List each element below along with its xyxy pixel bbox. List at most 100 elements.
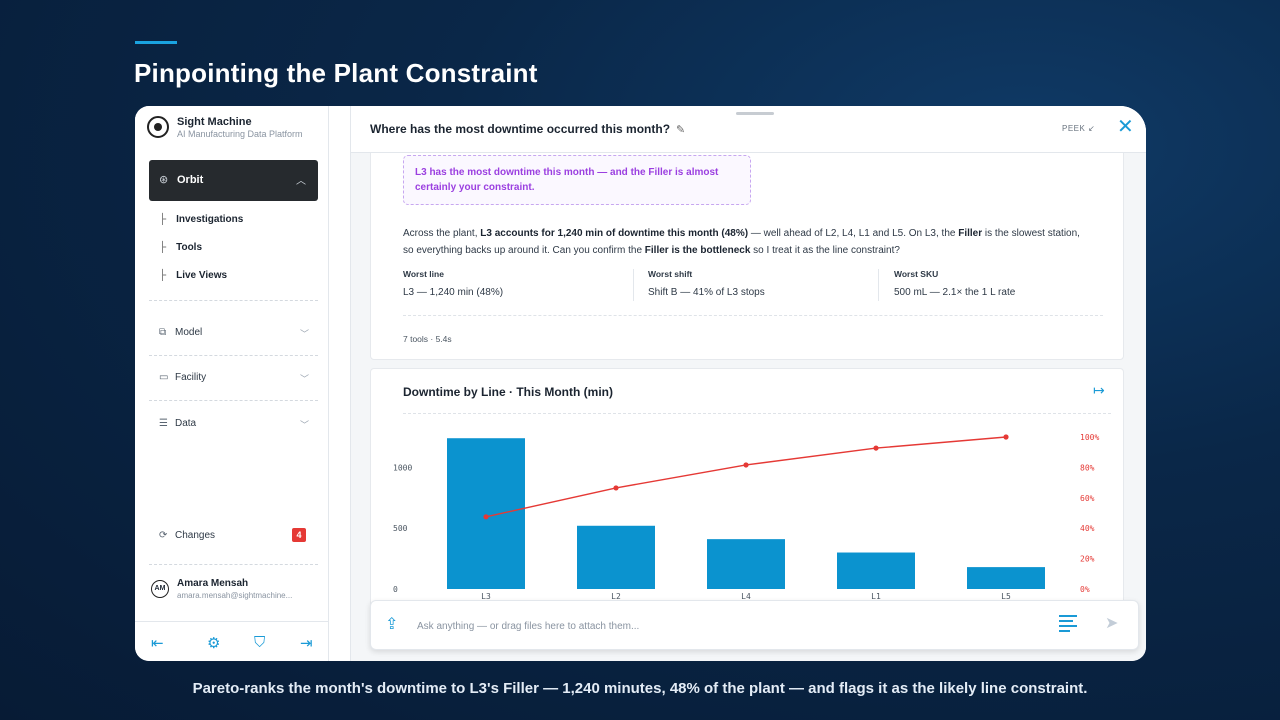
sidebar-item-orbit[interactable]: ⊛ Orbit ︿ <box>149 160 318 201</box>
sidebar-footer: ⇤ ⚙ ⛉ ⇥ <box>135 621 328 661</box>
question-header: Where has the most downtime occurred thi… <box>351 106 1146 153</box>
sidebar-item-investigations[interactable]: ├ Investigations <box>159 214 243 225</box>
slide-title: Pinpointing the Plant Constraint <box>134 58 538 88</box>
y-tick-label: 0 <box>393 585 398 594</box>
y2-tick-label: 80% <box>1080 463 1095 472</box>
pencil-icon[interactable]: ✎ <box>676 124 686 136</box>
answer-callout: L3 has the most downtime this month — an… <box>403 155 751 205</box>
chart-bar <box>577 525 655 589</box>
chart-card: Downtime by Line · This Month (min) ↦ 10… <box>370 368 1124 610</box>
stat-label-worst-sku: Worst SKU <box>894 269 939 279</box>
stat-separator <box>878 269 879 301</box>
send-icon[interactable]: ➤ <box>1105 615 1119 632</box>
cumulative-point <box>743 462 749 468</box>
user-email: amara.mensah@sightmachine... <box>177 591 293 600</box>
logout-icon[interactable]: ⇥ <box>300 635 313 652</box>
peek-button[interactable]: PEEK ↙ <box>1062 124 1096 133</box>
chat-input[interactable] <box>415 616 1019 636</box>
sidebar-divider <box>149 300 318 301</box>
answer-summary: Across the plant, L3 accounts for 1,240 … <box>403 228 1080 256</box>
sidebar-item-label: Model <box>175 327 203 338</box>
cumulative-point <box>1003 434 1009 440</box>
cumulative-point <box>483 514 489 520</box>
chevron-down-icon: ﹀ <box>299 329 309 339</box>
chart-divider <box>403 413 1111 414</box>
chart-title: Downtime by Line · This Month (min) <box>403 385 613 399</box>
sidebar-item-label: Changes <box>175 530 216 541</box>
stat-value-worst-shift: Shift B — 41% of L3 stops <box>648 287 765 298</box>
x-tick-label: L5 <box>1001 592 1011 601</box>
answer-card: L3 has the most downtime this month — an… <box>370 146 1124 360</box>
upload-icon[interactable]: ⇪ <box>385 616 399 633</box>
brand-logo-icon <box>147 116 169 138</box>
tree-branch-icon: ├ <box>159 242 167 253</box>
stat-value-worst-line: L3 — 1,240 min (48%) <box>403 287 504 298</box>
main-panel: L3 has the most downtime this month — an… <box>350 106 1146 661</box>
y2-tick-label: 40% <box>1080 524 1095 533</box>
chart-bar <box>967 567 1045 589</box>
brand-name: Sight Machine <box>177 116 252 128</box>
sidebar-item-live-views[interactable]: ├ Live Views <box>159 270 227 281</box>
chart-bar <box>707 539 785 589</box>
pareto-chart: 1000 500 0 100% 80% 60% 40% 20% 0% L3 L2 L4 L1 L5 <box>393 433 1099 601</box>
chart-bar <box>837 552 915 589</box>
chevron-up-icon: ︿ <box>296 176 306 187</box>
sidebar-item-facility[interactable]: ▭ Facility ﹀ <box>159 372 309 384</box>
cumulative-point <box>873 445 879 451</box>
chevron-down-icon: ﹀ <box>299 374 309 384</box>
text-format-icon[interactable] <box>1059 615 1077 632</box>
sidebar-divider <box>149 564 318 565</box>
collapse-sidebar-icon[interactable]: ⇤ <box>151 635 164 652</box>
x-tick-label: L2 <box>611 592 621 601</box>
drag-handle[interactable] <box>736 112 774 115</box>
orbit-label: Orbit <box>177 174 204 186</box>
chart-bar <box>447 438 525 589</box>
stat-separator <box>633 269 634 301</box>
facility-icon: ▭ <box>159 372 169 383</box>
avatar[interactable]: AM <box>151 580 169 598</box>
cube-icon: ⧉ <box>159 327 167 338</box>
y2-tick-label: 20% <box>1080 555 1095 564</box>
sidebar-item-model[interactable]: ⧉ Model ﹀ <box>159 327 309 339</box>
stat-label-worst-line: Worst line <box>403 269 444 279</box>
close-icon[interactable]: ✕ <box>1117 116 1134 138</box>
expand-arrow-icon[interactable]: ↦ <box>1093 382 1105 398</box>
y-tick-label: 500 <box>393 524 408 533</box>
slide-caption: Pareto-ranks the month's downtime to L3'… <box>192 680 1088 697</box>
cumulative-line <box>485 436 1007 518</box>
data-icon: ☰ <box>159 418 168 429</box>
sidebar: Sight Machine AI Manufacturing Data Plat… <box>135 106 329 661</box>
gear-icon[interactable]: ⚙ <box>207 635 221 652</box>
user-name: Amara Mensah <box>177 578 249 589</box>
shield-icon[interactable]: ⛉ <box>254 634 266 651</box>
question-title: Where has the most downtime occurred thi… <box>370 122 686 136</box>
x-tick-label: L3 <box>481 592 491 601</box>
card-divider <box>403 315 1103 316</box>
y-tick-label: 1000 <box>393 463 412 472</box>
tools-meta: 7 tools · 5.4s <box>403 334 452 344</box>
y2-tick-label: 60% <box>1080 494 1095 503</box>
x-tick-label: L4 <box>741 592 751 601</box>
sidebar-item-label: Facility <box>175 372 207 383</box>
sidebar-item-tools[interactable]: ├ Tools <box>159 242 202 253</box>
tree-branch-icon: ├ <box>159 214 167 225</box>
sidebar-item-changes[interactable]: ⟳ Changes <box>159 530 309 541</box>
cumulative-point <box>613 485 619 491</box>
chevron-down-icon: ﹀ <box>299 420 309 430</box>
stat-value-worst-sku: 500 mL — 2.1× the 1 L rate <box>894 287 1016 298</box>
chat-composer: ⇪ ➤ <box>370 600 1139 650</box>
tree-branch-icon: ├ <box>159 270 167 281</box>
sidebar-divider <box>149 400 318 401</box>
sidebar-item-label: Tools <box>176 242 203 253</box>
x-tick-label: L1 <box>871 592 881 601</box>
sidebar-item-label: Investigations <box>176 214 244 225</box>
sidebar-item-data[interactable]: ☰ Data ﹀ <box>159 418 309 430</box>
sidebar-divider <box>149 355 318 356</box>
collapse-arrow-icon: ↙ <box>1088 124 1096 133</box>
app-window: Sight Machine AI Manufacturing Data Plat… <box>135 106 1146 661</box>
title-accent-bar <box>135 41 177 44</box>
y2-tick-label: 100% <box>1080 433 1099 442</box>
changes-count-badge: 4 <box>292 528 306 542</box>
y2-tick-label: 0% <box>1080 585 1090 594</box>
sidebar-item-label: Live Views <box>176 270 228 281</box>
